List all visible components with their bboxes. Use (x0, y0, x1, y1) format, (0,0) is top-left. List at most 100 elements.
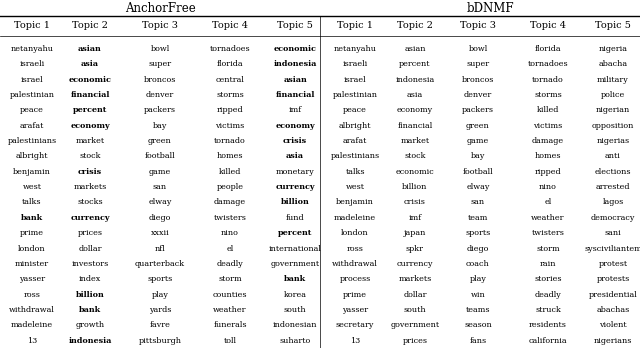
Text: bay: bay (471, 152, 485, 160)
Text: damage: damage (214, 198, 246, 206)
Text: Topic 4: Topic 4 (212, 22, 248, 31)
Text: presidential: presidential (589, 291, 637, 299)
Text: markets: markets (398, 275, 431, 283)
Text: struck: struck (535, 306, 561, 314)
Text: play: play (152, 291, 168, 299)
Text: economic: economic (273, 45, 316, 53)
Text: favre: favre (150, 321, 170, 329)
Text: market: market (76, 137, 104, 145)
Text: toll: toll (223, 337, 237, 345)
Text: indonesia: indonesia (273, 60, 317, 68)
Text: yasser: yasser (19, 275, 45, 283)
Text: israeli: israeli (19, 60, 45, 68)
Text: ripped: ripped (534, 168, 561, 176)
Text: prices: prices (77, 229, 102, 237)
Text: coach: coach (466, 260, 490, 268)
Text: elections: elections (595, 168, 631, 176)
Text: storms: storms (534, 91, 562, 99)
Text: bDNMF: bDNMF (466, 1, 514, 15)
Text: xxxii: xxxii (150, 229, 170, 237)
Text: el: el (227, 245, 234, 253)
Text: economy: economy (275, 122, 315, 130)
Text: football: football (463, 168, 493, 176)
Text: fund: fund (285, 214, 304, 222)
Text: billion: billion (76, 291, 104, 299)
Text: packers: packers (462, 106, 494, 114)
Text: peace: peace (20, 106, 44, 114)
Text: ripped: ripped (217, 106, 243, 114)
Text: madeleine: madeleine (11, 321, 53, 329)
Text: denver: denver (146, 91, 174, 99)
Text: homes: homes (217, 152, 243, 160)
Text: financial: financial (70, 91, 109, 99)
Text: green: green (148, 137, 172, 145)
Text: index: index (79, 275, 101, 283)
Text: abachas: abachas (596, 306, 630, 314)
Text: spkr: spkr (406, 245, 424, 253)
Text: israel: israel (20, 76, 44, 84)
Text: nigerians: nigerians (594, 337, 632, 345)
Text: israeli: israeli (342, 60, 367, 68)
Text: imf: imf (289, 106, 301, 114)
Text: sani: sani (605, 229, 621, 237)
Text: stories: stories (534, 275, 562, 283)
Text: diego: diego (149, 214, 171, 222)
Text: economy: economy (70, 122, 110, 130)
Text: asia: asia (407, 91, 423, 99)
Text: victims: victims (216, 122, 244, 130)
Text: bay: bay (153, 122, 167, 130)
Text: super: super (148, 60, 172, 68)
Text: currency: currency (70, 214, 109, 222)
Text: broncos: broncos (462, 76, 494, 84)
Text: bowl: bowl (150, 45, 170, 53)
Text: nino: nino (539, 183, 557, 191)
Text: san: san (153, 183, 167, 191)
Text: win: win (470, 291, 485, 299)
Text: west: west (22, 183, 42, 191)
Text: albright: albright (339, 122, 371, 130)
Text: currency: currency (397, 260, 433, 268)
Text: storm: storm (536, 245, 560, 253)
Text: korea: korea (284, 291, 307, 299)
Text: democracy: democracy (591, 214, 635, 222)
Text: Topic 3: Topic 3 (142, 22, 178, 31)
Text: imf: imf (408, 214, 422, 222)
Text: stock: stock (404, 152, 426, 160)
Text: suharto: suharto (280, 337, 310, 345)
Text: central: central (216, 76, 244, 84)
Text: dollar: dollar (78, 245, 102, 253)
Text: nigerian: nigerian (596, 106, 630, 114)
Text: currency: currency (275, 183, 315, 191)
Text: killed: killed (219, 168, 241, 176)
Text: Topic 1: Topic 1 (337, 22, 373, 31)
Text: teams: teams (466, 306, 490, 314)
Text: Topic 1: Topic 1 (14, 22, 50, 31)
Text: palestinian: palestinian (333, 91, 378, 99)
Text: economy: economy (397, 106, 433, 114)
Text: homes: homes (535, 152, 561, 160)
Text: indonesian: indonesian (273, 321, 317, 329)
Text: ross: ross (24, 291, 40, 299)
Text: denver: denver (464, 91, 492, 99)
Text: rain: rain (540, 260, 556, 268)
Text: government: government (390, 321, 440, 329)
Text: deadly: deadly (216, 260, 243, 268)
Text: south: south (284, 306, 307, 314)
Text: albright: albright (16, 152, 48, 160)
Text: nigeria: nigeria (598, 45, 627, 53)
Text: el: el (545, 198, 552, 206)
Text: victims: victims (533, 122, 563, 130)
Text: weather: weather (213, 306, 247, 314)
Text: storms: storms (216, 91, 244, 99)
Text: process: process (339, 275, 371, 283)
Text: violent: violent (599, 321, 627, 329)
Text: deadly: deadly (534, 291, 561, 299)
Text: crisis: crisis (78, 168, 102, 176)
Text: japan: japan (404, 229, 426, 237)
Text: percent: percent (399, 60, 431, 68)
Text: sports: sports (147, 275, 173, 283)
Text: san: san (471, 198, 485, 206)
Text: international: international (269, 245, 321, 253)
Text: anti: anti (605, 152, 621, 160)
Text: arafat: arafat (20, 122, 44, 130)
